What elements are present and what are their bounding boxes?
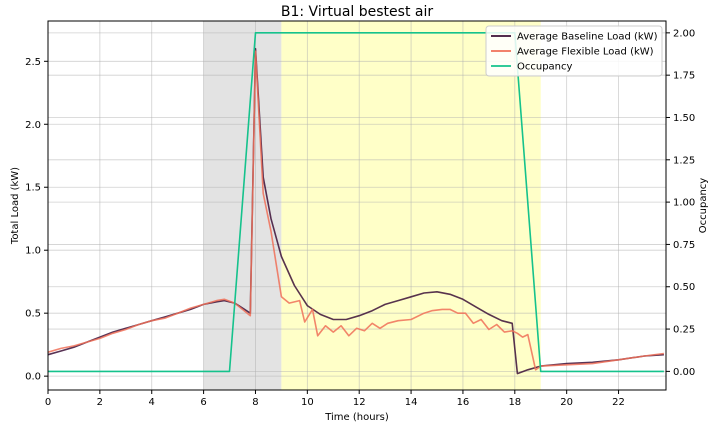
chart-title: B1: Virtual bestest air (281, 4, 433, 20)
y-right-tick-label-2: 0.50 (673, 282, 695, 293)
x-tick-label-10: 20 (560, 397, 573, 408)
x-axis-ticks: 0 2 4 6 8 10 12 14 16 18 20 22 (45, 390, 625, 408)
x-tick-label-0: 0 (45, 397, 51, 408)
x-tick-label-1: 2 (97, 397, 103, 408)
y-right-tick-label-7: 1.75 (673, 71, 695, 82)
x-axis-label: Time (hours) (324, 412, 389, 423)
series-line-2 (48, 31, 664, 373)
x-tick-label-3: 6 (200, 397, 206, 408)
x-tick-label-4: 8 (252, 397, 258, 408)
y-right-tick-label-5: 1.25 (673, 155, 695, 166)
y-right-tick-label-6: 1.50 (673, 113, 695, 124)
x-tick-label-9: 18 (508, 397, 521, 408)
plot-frame (47, 20, 667, 391)
legend-box (485, 25, 663, 77)
y-axis-right-label: Occupancy (698, 178, 709, 234)
y-axis-right-ticks: 0.00 0.25 0.50 0.75 1.00 1.25 1.50 1.75 2.00 (666, 28, 695, 378)
grid (47, 21, 666, 390)
y-left-tick-label-2: 1.0 (25, 246, 41, 257)
series-lines (47, 31, 665, 375)
y-right-tick-label-0: 0.00 (673, 367, 695, 378)
x-tick-label-6: 12 (353, 397, 366, 408)
series-line-1 (47, 50, 665, 371)
y-right-tick-label-1: 0.25 (673, 325, 695, 336)
y-right-tick-label-3: 0.75 (673, 240, 695, 251)
y-left-tick-label-5: 2.5 (25, 57, 41, 68)
x-tick-label-8: 16 (457, 397, 470, 408)
x-tick-label-11: 22 (612, 397, 625, 408)
legend-label-0: Average Baseline Load (kW) (517, 32, 658, 43)
y-axis-left-ticks: 0.0 0.5 1.0 1.5 2.0 2.5 (25, 57, 48, 383)
y-right-tick-label-8: 2.00 (673, 28, 695, 39)
y-right-tick-label-4: 1.00 (673, 198, 695, 209)
y-left-tick-label-4: 2.0 (25, 120, 41, 131)
x-tick-label-7: 14 (405, 397, 418, 408)
x-tick-label-2: 4 (149, 397, 155, 408)
y-axis-left-label: Total Load (kW) (10, 167, 21, 245)
x-tick-label-5: 10 (301, 397, 314, 408)
legend: Average Baseline Load (kW) Average Flexib… (485, 25, 663, 77)
y-left-tick-label-3: 1.5 (25, 183, 41, 194)
y-left-tick-label-1: 0.5 (25, 309, 41, 320)
legend-label-2: Occupancy (517, 62, 573, 73)
legend-label-1: Average Flexible Load (kW) (517, 47, 654, 58)
y-left-tick-label-0: 0.0 (25, 372, 41, 383)
